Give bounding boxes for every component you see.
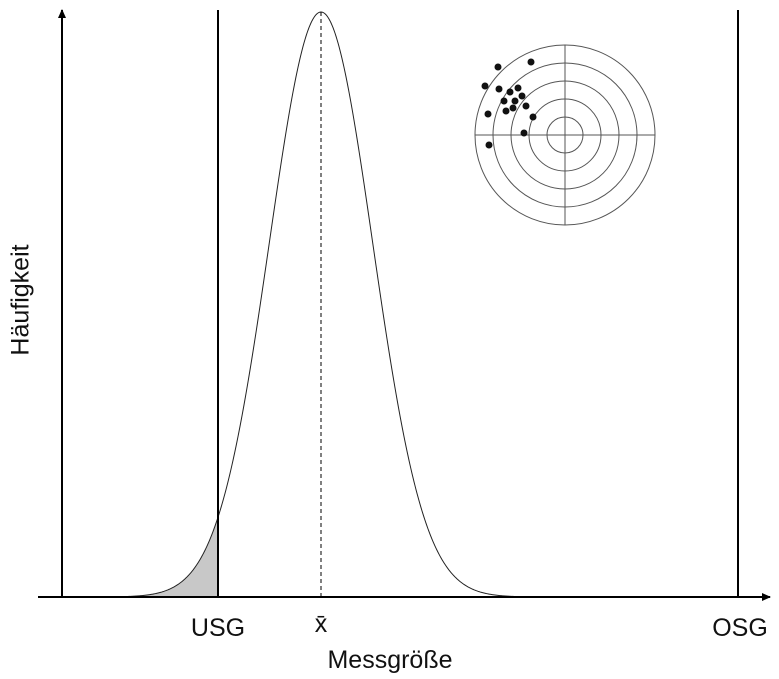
target — [474, 44, 656, 226]
hit — [529, 113, 537, 121]
y-axis-label: Häufigkeit — [7, 244, 35, 355]
hit — [500, 97, 508, 105]
lower-limit-label: USG — [191, 614, 245, 642]
tail-area — [100, 517, 218, 597]
hit — [509, 104, 517, 112]
hit — [506, 88, 514, 96]
hit — [484, 110, 492, 118]
hit — [495, 85, 503, 93]
hit — [514, 84, 522, 92]
hit — [527, 58, 535, 66]
hit — [502, 107, 510, 115]
hit — [485, 141, 493, 149]
hit — [494, 63, 502, 71]
hit — [522, 102, 530, 110]
hit — [481, 82, 489, 90]
mean-label: x̄ — [315, 610, 328, 638]
target-hits — [481, 58, 537, 149]
hit — [511, 97, 519, 105]
upper-limit-label: OSG — [712, 614, 768, 642]
bell-curve — [99, 11, 545, 598]
x-axis-label: Messgröße — [327, 646, 452, 674]
hit — [518, 92, 526, 100]
hit — [520, 129, 528, 137]
